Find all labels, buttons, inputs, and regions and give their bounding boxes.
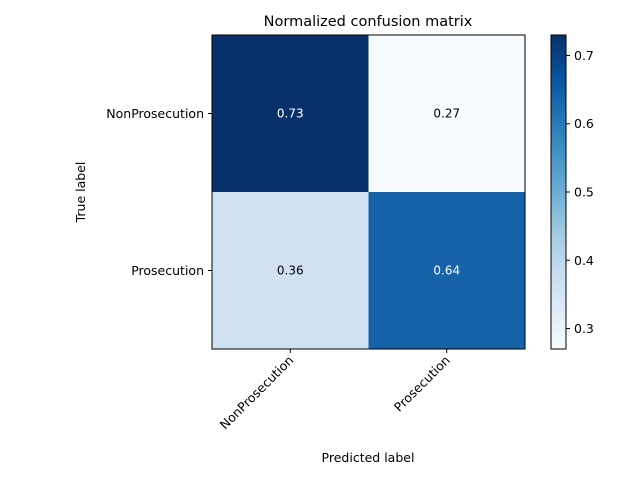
cell-value-labels: 0.73 0.27 0.36 0.64: [277, 107, 460, 278]
plot-frame: [211, 34, 526, 350]
heatmap-cell: [368, 35, 526, 193]
x-tick-label: NonProsecution: [217, 353, 297, 433]
colorbar-ticks: 0.3 0.4 0.5 0.6 0.7: [566, 48, 594, 336]
x-axis-label: Predicted label: [322, 450, 415, 465]
colorbar-tick-label: 0.4: [574, 253, 594, 268]
cell-value-label: 0.64: [433, 264, 460, 278]
x-tick-label: Prosecution: [391, 353, 453, 415]
colorbar-tick-label: 0.3: [574, 321, 594, 336]
x-axis: NonProsecution Prosecution: [217, 349, 453, 432]
heatmap-cell: [212, 192, 369, 350]
heatmap-cell: [368, 192, 526, 350]
cell-value-label: 0.27: [433, 107, 460, 121]
cell-value-label: 0.36: [277, 264, 304, 278]
y-axis-label: True label: [73, 162, 88, 224]
heatmap-cells: [212, 35, 526, 350]
colorbar-tick-label: 0.5: [574, 185, 594, 200]
heatmap-cell: [212, 35, 369, 193]
chart-title: Normalized confusion matrix: [264, 14, 473, 30]
cell-value-label: 0.73: [277, 107, 304, 121]
y-tick-label: NonProsecution: [106, 106, 204, 121]
y-axis: NonProsecution Prosecution: [106, 106, 212, 278]
colorbar-gradient: [550, 34, 567, 350]
colorbar-tick-label: 0.6: [574, 116, 594, 131]
colorbar: 0.3 0.4 0.5 0.6 0.7: [550, 34, 594, 350]
colorbar-tick-label: 0.7: [574, 48, 594, 63]
y-tick-label: Prosecution: [131, 263, 204, 278]
